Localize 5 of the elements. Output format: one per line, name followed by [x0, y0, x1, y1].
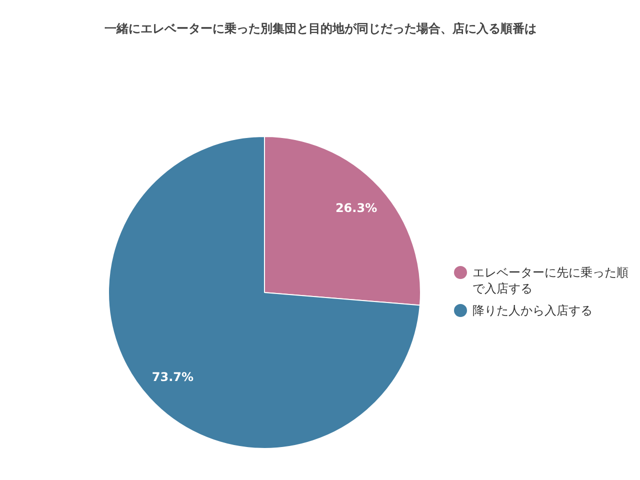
chart-title: 一緒にエレベーターに乗った別集団と目的地が同じだった場合、店に入る順番は	[104, 22, 536, 36]
data-label: 26.3%	[335, 200, 378, 215]
legend-label: 降りた人から入店する	[472, 304, 592, 318]
data-label: 73.7%	[152, 370, 194, 384]
legend-label: エレベーターに先に乗った順で入店する	[472, 266, 628, 296]
